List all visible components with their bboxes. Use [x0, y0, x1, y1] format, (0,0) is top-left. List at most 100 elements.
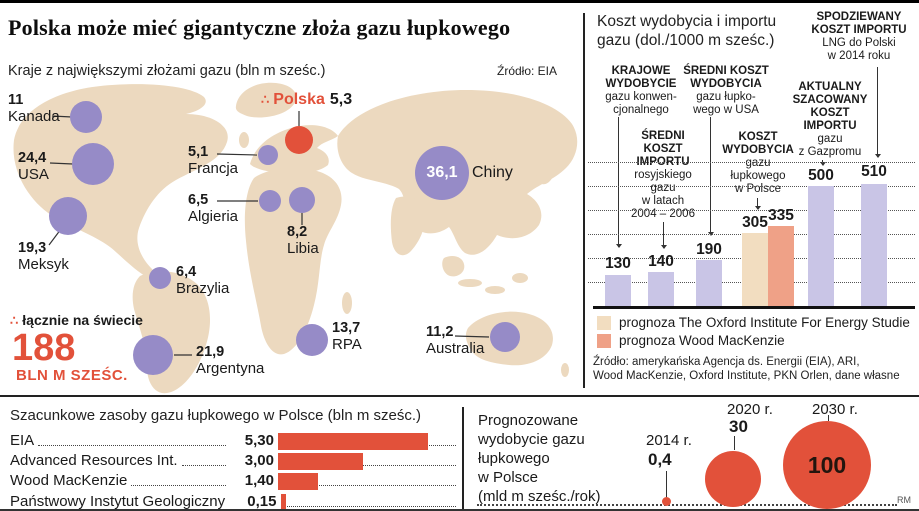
divider-vertical-bottom [462, 407, 464, 509]
country-name: Australia [426, 339, 485, 357]
country-value: 8,2 [287, 224, 308, 240]
country-name: RPA [332, 335, 362, 353]
cost-label-gazprom: AKTUALNY SZACOWANY KOSZT IMPORTU gazu z … [792, 81, 868, 158]
cost-source-line2: Wood MacKenzie, Oxford Institute, PKN Or… [593, 370, 900, 382]
country-bubble-australia [490, 322, 520, 352]
row-label: Państwowy Instytut Geologiczny [10, 493, 226, 510]
country-bubble-usa [72, 143, 114, 185]
cost-label-import-rosyjski: ŚREDNI KOSZT IMPORTU rosyjskiego gazu w … [631, 130, 695, 220]
cost-bar-value-2: 140 [648, 253, 674, 270]
country-value: 11 [8, 92, 24, 108]
country-value: 6,4 [176, 264, 197, 280]
dotted-leader [38, 445, 226, 446]
credit-initials: RM [897, 495, 911, 505]
resources-bar-pig [280, 494, 286, 509]
gridline [588, 162, 915, 163]
cost-bar-polska-wood [768, 226, 794, 306]
forecast-connector-2020 [734, 436, 735, 450]
forecast-bubble-2030: 100 [783, 421, 871, 509]
country-label-meksyk: 19,3 Meksyk [18, 240, 69, 273]
forecast-value-2030: 100 [807, 451, 847, 478]
poland-label: ∴ Polska 5,3 [261, 91, 352, 109]
cost-bar-lng [861, 184, 887, 306]
divider-vertical-top [583, 13, 585, 388]
dots-marker-icon: ∴ [10, 313, 19, 328]
country-name: Francja [188, 159, 239, 177]
forecast-chart-title: Prognozowane wydobycie gazu łupkowego w … [478, 411, 601, 506]
forecast-bubble-2014 [662, 497, 671, 506]
connector-line-6 [874, 67, 881, 158]
country-label-kanada: 11 Kanada [8, 92, 60, 125]
world-total-label: ∴ łącznie na świecie [10, 312, 143, 329]
country-value: 13,7 [332, 320, 361, 336]
cost-bar-usa [696, 260, 722, 306]
gridline [588, 210, 915, 211]
dots-marker-icon: ∴ [261, 92, 270, 107]
country-name: Chiny [472, 164, 513, 181]
country-bubble-brazylia [149, 267, 171, 289]
cost-chart-baseline [593, 306, 915, 309]
map-connector-lines [48, 111, 490, 356]
poland-value: 5,3 [329, 91, 353, 108]
page-title: Polska może mieć gigantyczne złoża gazu … [8, 15, 511, 40]
country-label-libia: 8,2 Libia [287, 224, 319, 257]
connector-line-2 [660, 222, 667, 249]
cost-bar-value-7: 510 [861, 163, 887, 180]
country-name: Meksyk [18, 255, 69, 273]
forecast-connector-2014 [666, 471, 667, 499]
country-label-algieria: 6,5 Algieria [188, 192, 238, 225]
country-name: Libia [287, 239, 319, 257]
row-value: 0,15 [247, 493, 277, 510]
cost-bar-import-ros [648, 272, 674, 306]
cost-chart-source: Źródło: amerykańska Agencja ds. Energii … [593, 355, 900, 383]
country-name: Kanada [8, 107, 60, 125]
country-bubble-libia [289, 187, 315, 213]
country-bubble-polska [285, 126, 313, 154]
resources-chart-title: Szacunkowe zasoby gazu łupkowego w Polsc… [10, 407, 422, 424]
country-label-australia: 11,2 Australia [426, 324, 485, 357]
cost-bar-value-5: 335 [768, 207, 794, 224]
cost-label-lng: SPODZIEWANY KOSZT IMPORTU LNG do Polski … [811, 11, 907, 62]
dotted-leader [131, 485, 226, 486]
country-name: Argentyna [196, 359, 265, 377]
resources-bar-eia [278, 433, 428, 450]
row-label: EIA [10, 432, 35, 449]
row-value: 1,40 [244, 472, 274, 489]
forecast-title-line: łupkowego [478, 450, 550, 467]
world-total-block: ∴ łącznie na świecie 188 BLN M SZEŚC. [10, 312, 143, 384]
row-barzone [278, 431, 456, 450]
forecast-year-2020: 2020 r. [727, 401, 773, 418]
world-total-value: 188 [12, 327, 76, 369]
connector-line-4 [754, 198, 761, 210]
country-bubble-argentyna [133, 335, 173, 375]
row-value: 3,00 [244, 452, 274, 469]
cost-label-krajowe-wydobycie: KRAJOWE WYDOBYCIE gazu konwen- cjonalneg… [605, 65, 677, 116]
resources-row-ari: Advanced Resources Int. 3,00 [10, 451, 456, 470]
connector-line-1 [615, 117, 622, 248]
legend-item-wood: prognoza Wood MacKenzie [597, 333, 919, 348]
country-value: 6,5 [188, 192, 209, 208]
country-name: USA [18, 165, 49, 183]
country-label-francja: 5,1 Francja [188, 144, 239, 177]
cost-chart-title: Koszt wydobycia i importu gazu (dol./100… [597, 12, 776, 50]
cost-bar-krajowe [605, 275, 631, 306]
country-label-brazylia: 6,4 Brazylia [176, 264, 229, 297]
cost-bar-polska-oxford [742, 233, 768, 306]
forecast-connector-2030 [828, 415, 829, 421]
country-value-chiny: 36,1 [426, 164, 458, 181]
row-barzone [278, 451, 456, 470]
dotted-leader [280, 506, 456, 507]
connector-line-3 [707, 117, 714, 236]
forecast-title-line: Prognozowane [478, 412, 579, 429]
resources-row-eia: EIA 5,30 [10, 431, 456, 450]
country-value: 5,1 [188, 144, 209, 160]
dotted-leader [278, 485, 456, 486]
cost-label-wydobycie-usa: ŚREDNI KOSZT WYDOBYCIA gazu łupko- wego … [683, 65, 769, 116]
forecast-value-2020: 30 [729, 417, 748, 436]
forecast-title-line: wydobycie gazu [478, 431, 585, 448]
resources-bar-ari [278, 453, 363, 470]
dotted-leader [181, 465, 226, 466]
cost-bar-gazprom [808, 186, 834, 306]
row-barzone [280, 492, 456, 509]
